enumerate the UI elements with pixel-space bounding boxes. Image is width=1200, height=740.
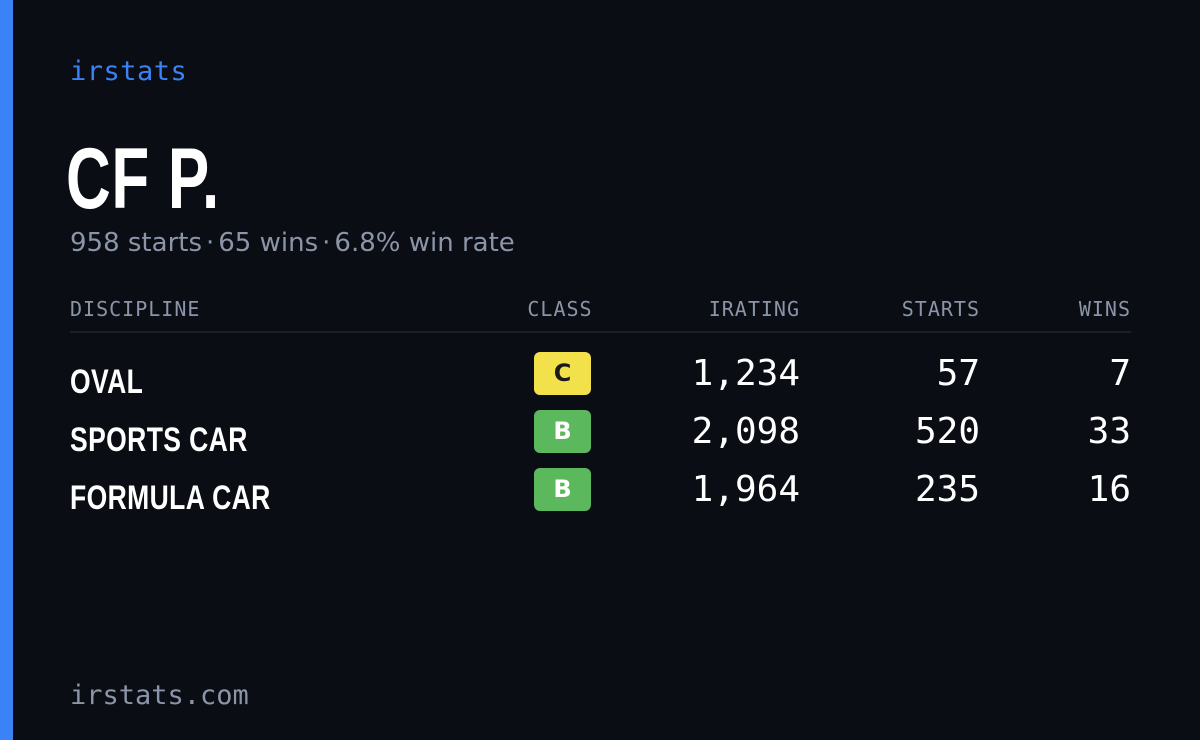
header-wins: WINS [980,297,1131,333]
irating-value: 1,234 [691,352,800,394]
driver-summary: 958 starts · 65 wins · 6.8% win rate [70,228,515,258]
class-badge: C [534,351,591,395]
starts-value: 520 [914,410,980,452]
total-starts: 958 starts [70,228,202,258]
total-wins: 65 wins [218,228,319,258]
separator: · [322,228,331,258]
class-badge: B [534,467,591,511]
win-rate: 6.8% win rate [334,228,515,258]
wins-value: 7 [1109,352,1131,394]
irating-value: 2,098 [691,410,800,452]
wins-value: 16 [1087,468,1131,510]
discipline-name: OVAL [70,362,144,401]
starts-value: 235 [914,468,980,510]
discipline-name: SPORTS CAR [70,420,248,459]
table-row: OVAL C 1,234 57 7 [70,332,1131,407]
wins-value: 33 [1087,410,1131,452]
table-row: FORMULA CAR B 1,964 235 16 [70,465,1131,523]
brand-logo: irstats [70,56,188,87]
accent-bar [0,0,13,740]
header-discipline: DISCIPLINE [70,297,500,333]
driver-name: CF P. [66,131,220,227]
table-header-row: DISCIPLINE CLASS IRATING STARTS WINS [70,297,1131,333]
irating-value: 1,964 [691,468,800,510]
header-irating: IRATING [620,297,800,333]
footer-url[interactable]: irstats.com [70,680,249,711]
table-row: SPORTS CAR B 2,098 520 33 [70,407,1131,465]
header-class: CLASS [500,297,620,333]
stats-table: DISCIPLINE CLASS IRATING STARTS WINS OVA… [70,297,1131,523]
class-badge: B [534,409,591,453]
starts-value: 57 [936,352,980,394]
discipline-name: FORMULA CAR [70,478,271,517]
header-starts: STARTS [800,297,980,333]
separator: · [206,228,215,258]
